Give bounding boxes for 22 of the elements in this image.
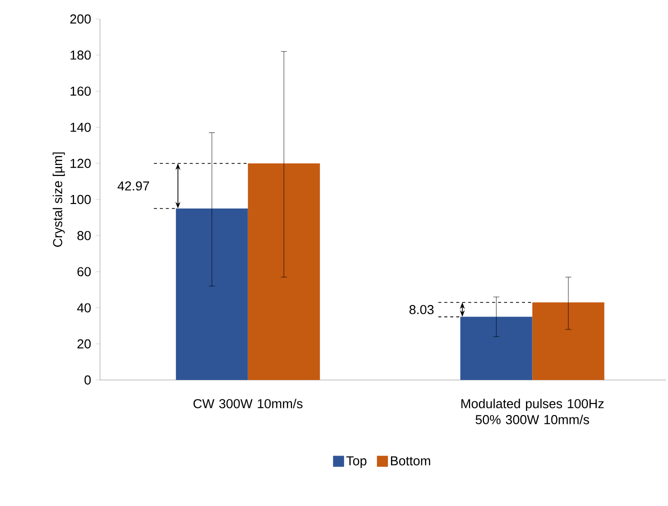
x-tick-label: CW 300W 10mm/s xyxy=(194,398,302,408)
y-axis-title: Crystal size [µm] xyxy=(52,152,65,247)
y-tick-label: 0 xyxy=(84,375,91,385)
legend-label: Bottom xyxy=(390,456,430,466)
annotation: 42.97 xyxy=(118,181,150,191)
y-tick-label: 20 xyxy=(77,339,91,348)
bar xyxy=(460,316,532,380)
bar xyxy=(176,208,248,380)
y-tick-label: 180 xyxy=(70,50,91,60)
y-tick-label: 40 xyxy=(77,303,91,312)
bar xyxy=(532,302,604,380)
y-tick-label: 80 xyxy=(77,231,91,240)
y-tick-label: 120 xyxy=(70,158,91,168)
y-tick-label: 60 xyxy=(77,267,91,276)
y-tick-label: 160 xyxy=(70,86,91,96)
y-tick-label: 200 xyxy=(70,14,91,24)
annotation: 8.03 xyxy=(409,305,434,314)
bar xyxy=(248,163,320,380)
y-tick-label: 100 xyxy=(70,194,91,204)
legend-label: Top xyxy=(346,456,366,468)
y-tick-label: 140 xyxy=(70,122,91,132)
x-tick-label: Modulated pulses 100Hz 50% 300W 10mm/s xyxy=(461,398,604,424)
